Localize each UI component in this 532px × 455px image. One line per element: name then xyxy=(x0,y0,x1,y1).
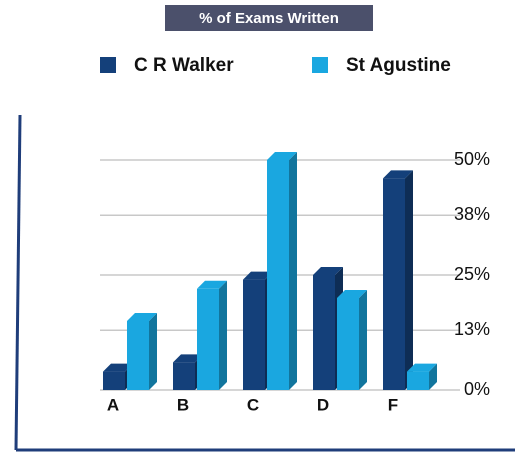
y-tick-label: 25% xyxy=(454,264,490,284)
bar xyxy=(197,288,219,390)
bar-side xyxy=(149,313,157,390)
bar-side xyxy=(289,152,297,390)
bar xyxy=(103,371,125,390)
bar-side xyxy=(219,280,227,390)
bar xyxy=(383,178,405,390)
bar-top xyxy=(337,290,367,298)
legend-label: St Agustine xyxy=(346,55,451,76)
bar-top xyxy=(197,280,227,289)
bar-top xyxy=(243,271,273,280)
bar-top xyxy=(383,170,413,179)
title-box xyxy=(165,5,373,31)
bar-side xyxy=(405,170,413,390)
y-tick-label: 13% xyxy=(454,319,490,339)
legend-swatch xyxy=(100,57,116,73)
x-tick-label: D xyxy=(317,395,329,414)
x-tick-label: B xyxy=(177,395,189,414)
x-tick-label: C xyxy=(247,395,259,414)
bar-top xyxy=(173,354,203,363)
bar xyxy=(127,321,149,390)
bar-side xyxy=(359,290,367,390)
y-tick-label: 50% xyxy=(454,149,490,169)
y-tick-label: 38% xyxy=(454,204,490,224)
x-tick-label: A xyxy=(107,395,119,414)
bar-side xyxy=(429,363,437,390)
bar-top xyxy=(127,313,157,321)
chart-title: % of Exams Written xyxy=(199,10,339,27)
legend-label: C R Walker xyxy=(134,55,234,76)
y-tick-label: 0% xyxy=(464,379,490,399)
bar xyxy=(173,362,195,390)
bar xyxy=(313,275,335,390)
bar-top xyxy=(267,152,297,160)
bar-top xyxy=(407,363,437,372)
legend-swatch xyxy=(312,57,328,73)
axis-left xyxy=(14,114,22,451)
bar xyxy=(337,298,359,390)
bar-top xyxy=(313,267,343,275)
x-tick-label: F xyxy=(388,395,398,414)
bar xyxy=(407,371,429,390)
bar-top xyxy=(103,363,133,372)
bar xyxy=(267,160,289,390)
bar xyxy=(243,279,265,390)
